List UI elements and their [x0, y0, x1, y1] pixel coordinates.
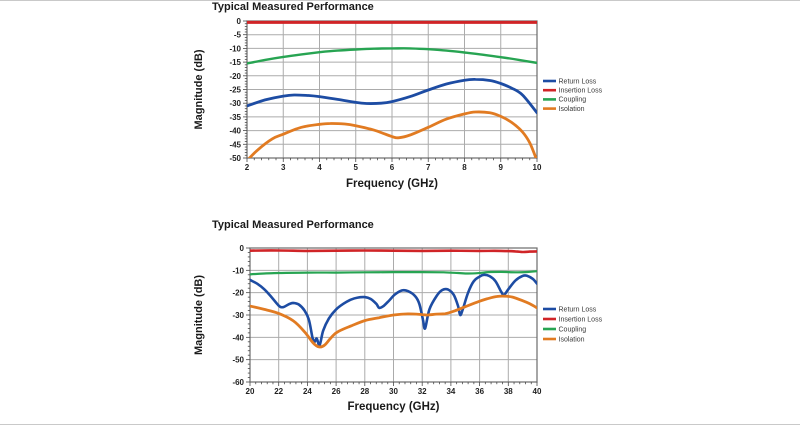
svg-text:24: 24 [303, 387, 312, 396]
svg-text:20: 20 [246, 387, 255, 396]
legend-label-return-loss: Return Loss [559, 78, 597, 85]
svg-text:-25: -25 [229, 86, 241, 95]
legend-label-coupling: Coupling [559, 326, 587, 333]
legend: Return Loss Insertion Loss Coupling Isolati… [543, 306, 603, 343]
svg-text:10: 10 [533, 163, 542, 172]
y-axis-label: Magnitude (dB) [193, 49, 205, 129]
axis-ticks [243, 20, 538, 162]
legend-label-isolation: Isolation [559, 336, 585, 343]
svg-text:22: 22 [274, 387, 283, 396]
svg-text:-20: -20 [229, 72, 241, 81]
series-coupling [250, 270, 537, 276]
svg-text:-40: -40 [232, 333, 244, 342]
y-axis-label: Magnitude (dB) [193, 275, 205, 355]
series-insertion-loss [250, 249, 537, 254]
svg-text:-30: -30 [229, 99, 241, 108]
svg-text:6: 6 [390, 163, 395, 172]
chart-title: Typical Measured Performance [212, 219, 374, 231]
svg-text:28: 28 [360, 387, 369, 396]
legend-label-return-loss: Return Loss [559, 306, 597, 313]
svg-text:5: 5 [354, 163, 359, 172]
svg-text:-10: -10 [229, 44, 241, 53]
svg-text:30: 30 [389, 387, 398, 396]
x-axis-label: Frequency (GHz) [346, 178, 438, 190]
legend-label-isolation: Isolation [559, 106, 585, 113]
svg-text:0: 0 [237, 17, 242, 26]
svg-text:3: 3 [281, 163, 286, 172]
series-return-loss [250, 273, 537, 347]
svg-text:-5: -5 [234, 31, 242, 40]
svg-text:0: 0 [240, 244, 245, 253]
svg-text:-50: -50 [232, 356, 244, 365]
svg-text:-50: -50 [229, 154, 241, 163]
legend-label-coupling: Coupling [559, 97, 587, 104]
svg-text:-10: -10 [232, 266, 244, 275]
top-chart-canvas: 2 3 4 5 6 7 8 9 10 0 -5 -10 -15 -20 -25 -30 -35 -40 -45 -50… [193, 17, 603, 190]
svg-text:4: 4 [317, 163, 322, 172]
svg-text:8: 8 [462, 163, 467, 172]
tick-labels: 20 22 24 26 28 30 32 34 36 38 40 0 -10 -20 -30 -40 -50 -6… [232, 244, 542, 396]
svg-text:-20: -20 [232, 289, 244, 298]
legend-label-insertion-loss: Insertion Loss [559, 88, 603, 95]
bottom-chart-canvas: 20 22 24 26 28 30 32 34 36 38 40 0 -10 -20 -30 -40 -50 -6… [193, 244, 603, 413]
svg-text:36: 36 [475, 387, 484, 396]
series-return-loss [247, 77, 537, 115]
series-coupling [247, 47, 537, 65]
svg-text:40: 40 [533, 387, 542, 396]
svg-text:2: 2 [245, 163, 250, 172]
axis-ticks [246, 247, 538, 386]
series-isolation [250, 294, 537, 349]
chart-title: Typical Measured Performance [212, 1, 374, 13]
svg-text:7: 7 [426, 163, 431, 172]
svg-text:-35: -35 [229, 113, 241, 122]
legend-label-insertion-loss: Insertion Loss [559, 316, 603, 323]
bottom-performance-chart: Typical Measured Performance 20 22 24 26 28 3… [180, 218, 640, 425]
x-axis-label: Frequency (GHz) [347, 401, 439, 413]
legend: Return Loss Insertion Loss Coupling Isolati… [543, 78, 603, 113]
svg-text:34: 34 [446, 387, 455, 396]
svg-text:9: 9 [499, 163, 504, 172]
svg-text:-40: -40 [229, 127, 241, 136]
svg-text:26: 26 [332, 387, 341, 396]
series-isolation [247, 110, 537, 158]
tick-labels: 2 3 4 5 6 7 8 9 10 0 -5 -10 -15 -20 -25 -30 -35 -40 -45 -50 [229, 17, 542, 172]
svg-text:-30: -30 [232, 311, 244, 320]
svg-text:32: 32 [418, 387, 427, 396]
top-border-line [0, 0, 800, 1]
svg-text:-45: -45 [229, 140, 241, 149]
top-performance-chart: Typical Measured Performance 2 3 4 5 6 7 8 9 10 0… [180, 0, 640, 205]
svg-text:-60: -60 [232, 378, 244, 387]
svg-text:38: 38 [504, 387, 513, 396]
svg-text:-15: -15 [229, 58, 241, 67]
